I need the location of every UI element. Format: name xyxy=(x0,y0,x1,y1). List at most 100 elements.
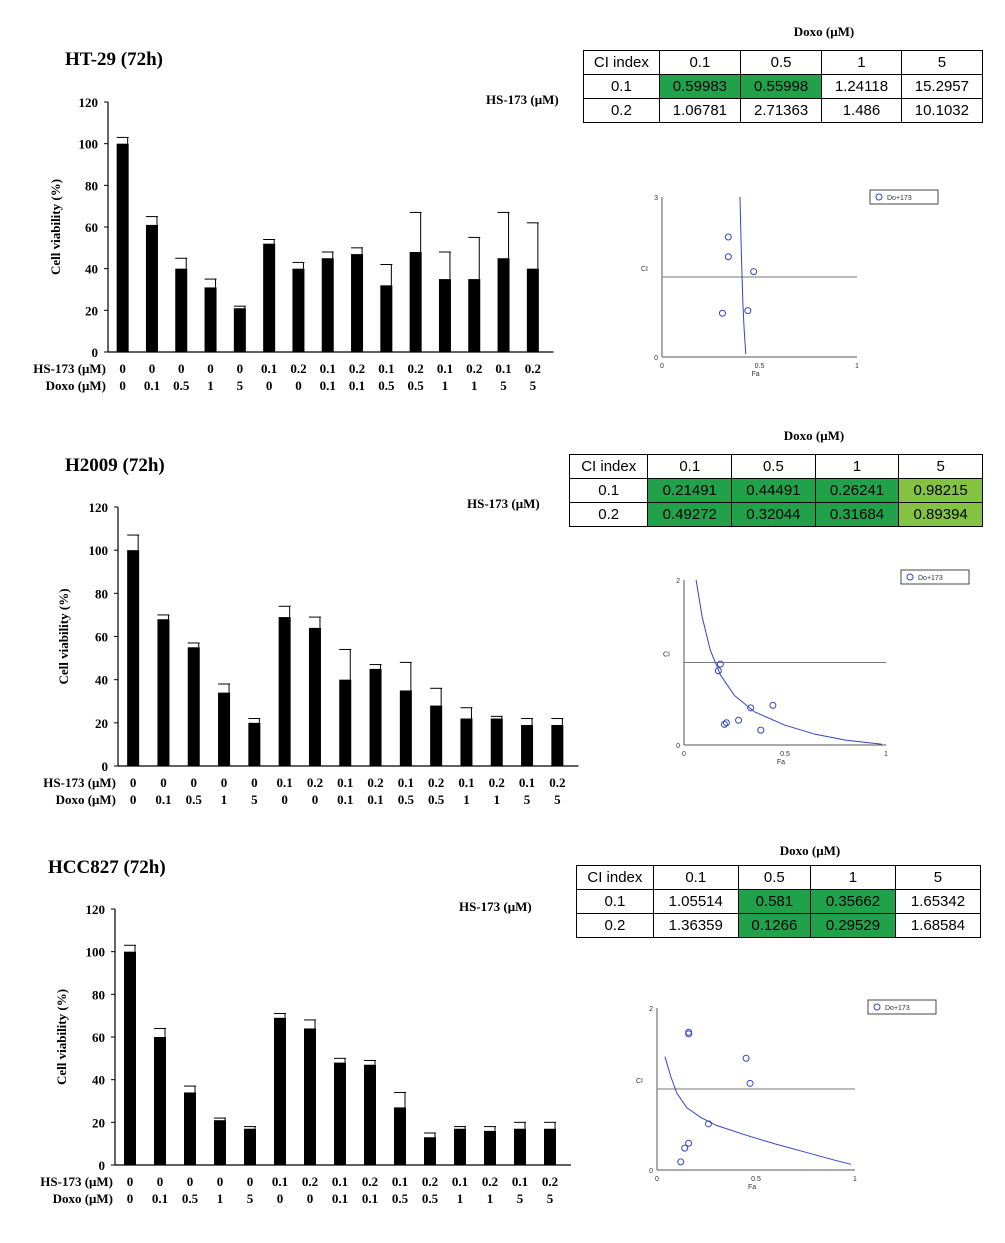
y-tick-label: 60 xyxy=(85,220,98,235)
x-tick-label: 0 xyxy=(655,1176,659,1183)
bar xyxy=(454,1128,466,1165)
hs173-dose-label: 0.2 xyxy=(466,361,482,376)
ci-table-row-label: 0.1 xyxy=(568,478,649,503)
ci-table-row: 0.2 1.06781 2.71363 1.486 10.1032 xyxy=(583,98,984,123)
doxo-row-label: Doxo (μM) xyxy=(56,792,116,807)
bar xyxy=(351,254,364,352)
ci-table-cell: 2.71363 xyxy=(739,98,823,123)
ci-table-cell: 1.24118 xyxy=(821,74,902,99)
ci-table-row-label: 0.2 xyxy=(568,502,649,527)
bar xyxy=(157,619,170,766)
ci-table-cell: 1.486 xyxy=(821,98,902,123)
bar xyxy=(490,718,503,766)
hs173-dose-label: 0 xyxy=(207,361,214,376)
y-tick-label: 0 xyxy=(102,759,109,774)
hs173-dose-label: 0 xyxy=(130,775,137,790)
y-tick-label: 60 xyxy=(92,1030,105,1045)
y-tick-label: 0 xyxy=(649,1168,653,1175)
doxo-dose-label: 0 xyxy=(277,1191,284,1206)
bar xyxy=(233,308,246,352)
doxo-dose-label: 0.5 xyxy=(182,1191,199,1206)
ci-point xyxy=(720,720,728,728)
bar xyxy=(544,1128,556,1165)
ci-table-col-header: 0.1 xyxy=(647,454,733,479)
bar xyxy=(124,951,136,1165)
doxo-dose-label: 0.1 xyxy=(349,378,365,393)
doxo-dose-label: 0 xyxy=(127,1191,134,1206)
ci-table-col-header: 5 xyxy=(894,865,982,890)
hs173-dose-label: 0.2 xyxy=(542,1174,558,1189)
x-tick-label: 0.5 xyxy=(755,363,765,370)
doxo-dose-label: 0.5 xyxy=(422,1191,439,1206)
ci-table-cell: 0.35662 xyxy=(809,889,896,914)
bar xyxy=(263,243,276,352)
ci-fa-plot: 0 2 0 0.5 1 CI Fa Do+173 xyxy=(663,569,970,766)
doxo-dose-label: 1 xyxy=(463,792,470,807)
bar xyxy=(526,268,539,352)
ci-table-caption: Doxo (μM) xyxy=(793,24,855,39)
hs173-dose-label: 0.2 xyxy=(367,775,383,790)
ci-curve xyxy=(664,1056,852,1165)
hs173-dose-label: 0.1 xyxy=(512,1174,528,1189)
doxo-dose-label: 0.1 xyxy=(152,1191,168,1206)
hs173-dose-label: 0.1 xyxy=(392,1174,408,1189)
doxo-dose-label: 0.1 xyxy=(367,792,383,807)
hs173-dose-label: 0.1 xyxy=(437,361,453,376)
y-tick-label: 120 xyxy=(79,95,99,110)
hs173-dose-label: 0 xyxy=(119,361,126,376)
doxo-dose-label: 0.5 xyxy=(378,378,395,393)
bar xyxy=(409,252,422,352)
hs173-dose-label: 0.2 xyxy=(302,1174,318,1189)
ci-table-row-title: HS-173 (μM) xyxy=(486,92,559,107)
y-tick-label: 20 xyxy=(92,1115,105,1130)
doxo-dose-label: 1 xyxy=(487,1191,494,1206)
y-tick-label: 120 xyxy=(89,500,109,515)
doxo-dose-label: 5 xyxy=(237,378,244,393)
ci-table: CI index 0.1 0.5 1 5 0.1 1.05514 0.581 0.35662 1.… xyxy=(576,865,982,938)
doxo-dose-label: 0.5 xyxy=(186,792,203,807)
ci-point xyxy=(747,704,755,712)
legend-box xyxy=(869,189,939,205)
doxo-dose-label: 1 xyxy=(471,378,478,393)
hs173-dose-label: 0.2 xyxy=(290,361,306,376)
hs173-dose-label: 0.2 xyxy=(307,775,323,790)
hs173-dose-label: 0 xyxy=(221,775,228,790)
doxo-dose-label: 0.5 xyxy=(392,1191,409,1206)
panel-h2009: H2009 (72h) 0 20 40 60 80 100 120 Cell viabilit… xyxy=(0,410,1005,825)
legend-label: Do+173 xyxy=(885,1005,910,1012)
ci-table-row-label: 0.2 xyxy=(583,98,660,123)
bar xyxy=(127,550,140,766)
ci-point xyxy=(750,268,758,276)
x-tick-label: 1 xyxy=(855,363,859,370)
doxo-dose-label: 1 xyxy=(494,792,501,807)
x-tick-label: 0 xyxy=(660,363,664,370)
ci-table-cell: 1.05514 xyxy=(652,889,739,914)
ci-point xyxy=(685,1139,693,1147)
doxo-dose-label: 0.5 xyxy=(398,792,415,807)
hs173-dose-label: 0.1 xyxy=(272,1174,288,1189)
bar xyxy=(551,724,564,766)
bar xyxy=(145,224,158,352)
y-tick-label: 80 xyxy=(92,987,105,1002)
hs173-dose-label: 0.2 xyxy=(349,361,365,376)
panel-hcc827: HCC827 (72h) 0 20 40 60 80 100 120 Cell viabili… xyxy=(0,825,1005,1243)
bar xyxy=(369,668,382,766)
bar xyxy=(430,705,443,766)
hs173-dose-label: 0.1 xyxy=(261,361,277,376)
hs173-dose-label: 0 xyxy=(217,1174,224,1189)
ci-table-cell: 0.44491 xyxy=(731,478,816,503)
ci-table: CI index 0.1 0.5 1 5 0.1 0.21491 0.44491 0.26241… xyxy=(568,454,983,527)
doxo-dose-label: 5 xyxy=(554,792,561,807)
ci-point xyxy=(735,716,743,724)
y-tick-label: 80 xyxy=(85,178,98,193)
bar xyxy=(175,268,188,352)
hs173-dose-label: 0 xyxy=(191,775,198,790)
bar xyxy=(380,285,393,352)
bar xyxy=(187,647,200,766)
doxo-dose-label: 1 xyxy=(457,1191,464,1206)
hs173-dose-label: 0.1 xyxy=(337,775,353,790)
doxo-dose-label: 0.5 xyxy=(408,378,425,393)
legend-box xyxy=(867,999,937,1015)
ci-point xyxy=(746,1079,754,1087)
